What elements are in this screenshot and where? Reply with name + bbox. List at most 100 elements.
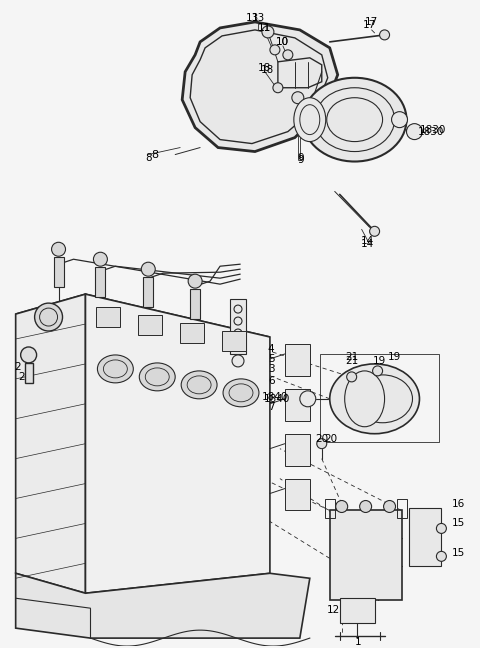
Text: 8: 8 — [152, 150, 159, 159]
Text: 11: 11 — [258, 23, 272, 33]
Text: 8: 8 — [145, 152, 152, 163]
Text: 1: 1 — [354, 637, 361, 647]
Circle shape — [407, 124, 422, 139]
Text: 18: 18 — [258, 63, 272, 73]
Text: 2: 2 — [15, 362, 21, 372]
Bar — [409, 509, 442, 566]
Text: 4: 4 — [268, 344, 275, 354]
Bar — [285, 479, 310, 511]
Text: 10: 10 — [276, 37, 289, 47]
Bar — [285, 344, 310, 376]
Circle shape — [384, 500, 396, 513]
Text: 1830: 1830 — [418, 126, 444, 137]
Circle shape — [300, 391, 316, 407]
Circle shape — [188, 274, 202, 288]
Circle shape — [370, 226, 380, 237]
Ellipse shape — [139, 363, 175, 391]
Ellipse shape — [181, 371, 217, 399]
Circle shape — [35, 303, 62, 331]
Bar — [325, 498, 335, 518]
Text: 19: 19 — [373, 356, 386, 366]
Circle shape — [234, 305, 242, 313]
Bar — [320, 354, 439, 442]
Text: 12: 12 — [327, 605, 340, 615]
Bar — [24, 363, 33, 383]
Text: 3: 3 — [268, 364, 275, 374]
Text: 10: 10 — [276, 37, 289, 47]
Polygon shape — [278, 58, 322, 87]
Circle shape — [232, 355, 244, 367]
Circle shape — [372, 366, 383, 376]
Text: 15: 15 — [451, 518, 465, 529]
Bar — [190, 289, 200, 319]
Text: 19: 19 — [388, 352, 401, 362]
Text: 17: 17 — [363, 20, 376, 30]
Circle shape — [392, 111, 408, 128]
Ellipse shape — [97, 355, 133, 383]
Circle shape — [234, 317, 242, 325]
Text: 16: 16 — [451, 498, 465, 509]
Circle shape — [262, 26, 274, 38]
Text: 7: 7 — [268, 402, 275, 411]
Polygon shape — [16, 573, 310, 638]
Text: 13: 13 — [245, 13, 259, 23]
Bar — [96, 307, 120, 327]
Text: 13: 13 — [252, 13, 264, 23]
Text: 9: 9 — [298, 152, 304, 163]
Text: 18: 18 — [261, 65, 275, 75]
Circle shape — [292, 92, 304, 104]
Circle shape — [21, 347, 36, 363]
Ellipse shape — [294, 98, 326, 141]
Text: 17: 17 — [365, 17, 378, 27]
Bar — [340, 598, 374, 623]
Circle shape — [380, 30, 390, 40]
Bar — [230, 299, 246, 354]
Circle shape — [141, 262, 155, 276]
Text: 14: 14 — [361, 237, 374, 246]
Circle shape — [94, 252, 108, 266]
Bar — [138, 315, 162, 335]
Text: 21: 21 — [345, 356, 358, 366]
Bar — [285, 434, 310, 466]
Text: 2: 2 — [19, 372, 25, 382]
Polygon shape — [16, 294, 85, 593]
Ellipse shape — [223, 379, 259, 407]
Polygon shape — [85, 294, 270, 593]
Ellipse shape — [345, 371, 384, 427]
Circle shape — [234, 341, 242, 349]
Bar — [180, 323, 204, 343]
Text: 11: 11 — [258, 23, 272, 33]
Text: 20: 20 — [325, 434, 338, 444]
Text: 5: 5 — [268, 354, 275, 364]
Bar — [396, 498, 407, 518]
Bar — [96, 267, 106, 297]
Ellipse shape — [330, 364, 420, 434]
Circle shape — [360, 500, 372, 513]
Circle shape — [234, 329, 242, 337]
Circle shape — [273, 83, 283, 93]
Text: 21: 21 — [345, 352, 358, 362]
Ellipse shape — [353, 375, 412, 422]
Circle shape — [436, 524, 446, 533]
Ellipse shape — [303, 78, 407, 161]
Text: 15: 15 — [451, 548, 465, 559]
Circle shape — [317, 439, 327, 448]
Text: 20: 20 — [315, 434, 328, 444]
Circle shape — [347, 372, 357, 382]
Circle shape — [51, 242, 65, 256]
Circle shape — [336, 500, 348, 513]
Bar — [330, 511, 401, 600]
Text: 14: 14 — [361, 239, 374, 249]
Circle shape — [436, 551, 446, 561]
Circle shape — [283, 50, 293, 60]
Text: 1830: 1830 — [420, 124, 446, 135]
Polygon shape — [16, 294, 270, 357]
Text: 1840: 1840 — [264, 394, 290, 404]
Polygon shape — [182, 22, 338, 152]
Text: 1840: 1840 — [262, 392, 288, 402]
Text: 6: 6 — [268, 376, 275, 386]
Bar — [285, 389, 310, 421]
Bar — [54, 257, 63, 287]
Circle shape — [270, 45, 280, 55]
Bar — [222, 331, 246, 351]
